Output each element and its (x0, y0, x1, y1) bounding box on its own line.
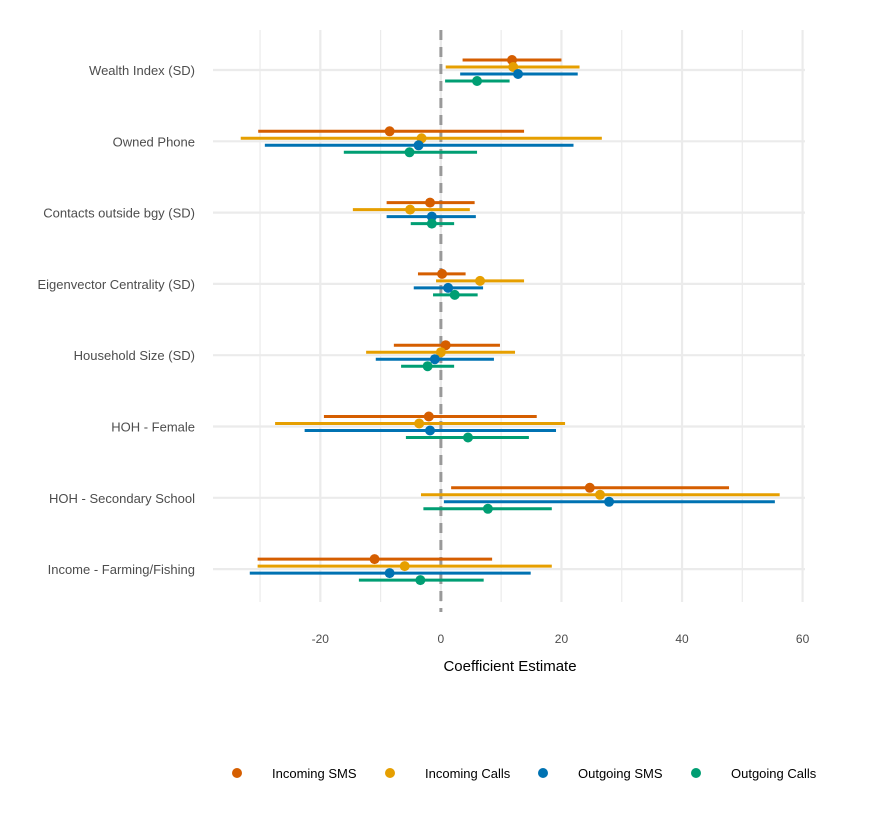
point-estimate (399, 561, 410, 572)
point-estimate (429, 354, 440, 365)
point-estimate (369, 554, 380, 565)
x-tick-label: -20 (312, 632, 330, 646)
point-estimate (413, 140, 424, 151)
grid (213, 30, 805, 602)
legend-swatch (538, 768, 548, 778)
y-tick-label: HOH - Female (111, 420, 195, 435)
point-estimate (425, 197, 436, 208)
point-estimate (475, 275, 486, 286)
series-incoming-sms (257, 55, 730, 565)
point-estimate (595, 489, 606, 500)
point-estimate (384, 568, 395, 579)
point-estimate (422, 361, 433, 372)
point-estimate (472, 76, 483, 86)
point-estimate (482, 503, 493, 514)
series-incoming-calls (240, 62, 780, 572)
point-estimate (435, 347, 446, 358)
legend-label: Outgoing Calls (731, 766, 817, 781)
legend-item: Incoming SMS (232, 766, 357, 781)
y-tick-label: Eigenvector Centrality (SD) (38, 277, 196, 292)
point-estimate (508, 62, 519, 72)
point-estimate (443, 282, 454, 293)
x-axis-ticks: -20 0 20 40 60 (312, 632, 810, 646)
legend-item: Outgoing SMS (538, 766, 663, 781)
x-tick-label: 0 (438, 632, 445, 646)
point-estimate (437, 268, 448, 279)
y-tick-label: HOH - Secondary School (49, 491, 195, 506)
point-estimate (415, 575, 426, 586)
y-tick-label: Wealth Index (SD) (89, 63, 195, 78)
point-estimate (426, 211, 437, 222)
x-tick-label: 60 (796, 632, 810, 646)
point-estimate (584, 482, 595, 493)
y-tick-label: Contacts outside bgy (SD) (43, 206, 195, 221)
point-estimate (423, 411, 434, 422)
legend: Incoming SMS Incoming Calls Outgoing SMS Ou… (232, 766, 817, 781)
legend-item: Outgoing Calls (691, 766, 817, 781)
point-estimate (513, 69, 524, 79)
point-estimate (463, 432, 474, 443)
legend-swatch (232, 768, 242, 778)
y-tick-label: Income - Farming/Fishing (48, 562, 195, 577)
series-outgoing-sms (249, 69, 775, 579)
y-tick-label: Household Size (SD) (74, 348, 195, 363)
x-tick-label: 20 (555, 632, 569, 646)
legend-label: Incoming SMS (272, 766, 357, 781)
point-estimate (449, 289, 460, 300)
point-estimate (405, 204, 416, 215)
point-estimate (425, 425, 436, 436)
y-axis-labels: Wealth Index (SD) Owned Phone Contacts out… (38, 63, 196, 577)
series-marks (240, 55, 780, 586)
y-tick-label: Owned Phone (113, 134, 195, 149)
legend-swatch (385, 768, 395, 778)
x-axis-title: Coefficient Estimate (443, 658, 576, 675)
point-estimate (426, 218, 437, 229)
point-estimate (384, 126, 395, 137)
legend-item: Incoming Calls (385, 766, 511, 781)
legend-swatch (691, 768, 701, 778)
series-outgoing-calls (343, 76, 552, 586)
legend-label: Outgoing SMS (578, 766, 663, 781)
point-estimate (414, 418, 425, 429)
point-estimate (404, 147, 415, 158)
point-estimate (604, 496, 615, 507)
point-estimate (440, 340, 451, 351)
legend-label: Incoming Calls (425, 766, 511, 781)
x-tick-label: 40 (675, 632, 689, 646)
